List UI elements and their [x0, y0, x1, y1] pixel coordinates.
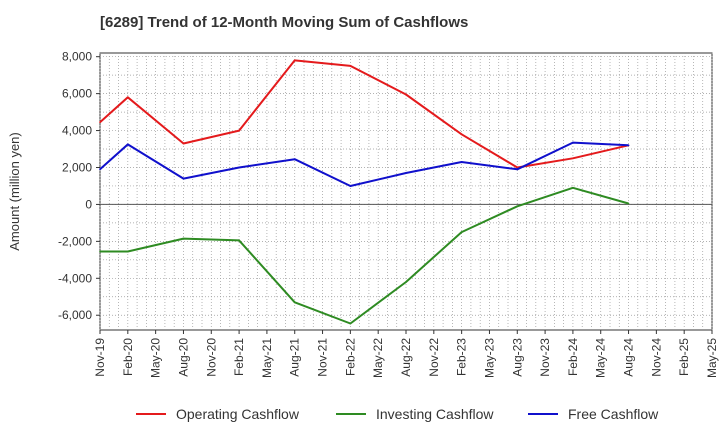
y-tick-label: -4,000 — [58, 271, 92, 285]
legend-label-free-cashflow: Free Cashflow — [568, 406, 659, 422]
data-point-investing-cashflow — [349, 322, 352, 325]
data-point-operating-cashflow — [572, 157, 574, 160]
x-tick-label: Nov-23 — [538, 338, 552, 377]
data-point-free-cashflow — [293, 158, 296, 160]
chart-title: [6289] Trend of 12-Month Moving Sum of C… — [100, 14, 469, 31]
x-tick-label: Feb-23 — [455, 338, 469, 376]
x-tick-label: Feb-20 — [121, 338, 135, 376]
y-tick-label: 4,000 — [62, 124, 92, 138]
x-tick-label: Aug-20 — [176, 338, 190, 377]
data-point-free-cashflow — [572, 141, 574, 144]
data-point-operating-cashflow — [349, 65, 352, 67]
legend: Operating Cashflow Investing Cashflow Free… — [136, 406, 659, 422]
data-point-investing-cashflow — [238, 239, 240, 242]
data-point-investing-cashflow — [182, 237, 185, 240]
data-point-operating-cashflow — [238, 129, 240, 132]
y-axis-label: Amount (million yen) — [7, 132, 22, 251]
x-tick-label: May-25 — [705, 338, 719, 378]
data-point-operating-cashflow — [293, 59, 296, 62]
data-point-free-cashflow — [127, 143, 129, 146]
y-tick-label: 6,000 — [62, 87, 92, 101]
y-tick-label: 8,000 — [62, 50, 92, 64]
data-point-free-cashflow — [405, 172, 407, 174]
x-tick-label: May-21 — [260, 338, 274, 378]
legend-label-investing-cashflow: Investing Cashflow — [376, 406, 494, 422]
data-point-operating-cashflow — [127, 96, 129, 99]
data-point-investing-cashflow — [460, 231, 463, 233]
data-point-free-cashflow — [182, 177, 185, 180]
data-point-operating-cashflow — [516, 166, 519, 169]
data-point-investing-cashflow — [572, 187, 574, 189]
x-tick-label: Feb-22 — [343, 338, 357, 376]
x-tick-label: Nov-19 — [93, 338, 107, 377]
legend-label-operating-cashflow: Operating Cashflow — [176, 406, 300, 422]
data-point-free-cashflow — [99, 168, 101, 171]
data-point-free-cashflow — [627, 144, 630, 147]
data-point-investing-cashflow — [627, 202, 630, 205]
x-tick-label: Aug-24 — [622, 338, 636, 377]
x-tick-label: Feb-24 — [566, 338, 580, 376]
y-axis-ticks: 8,000 6,000 4,000 2,000 0 -2,000 -4,000 -6,000 — [58, 50, 100, 322]
x-tick-label: Nov-20 — [204, 338, 218, 377]
series-lines — [99, 59, 630, 325]
data-point-investing-cashflow — [516, 205, 519, 208]
x-tick-label: Feb-21 — [232, 338, 246, 376]
x-tick-label: Aug-22 — [399, 338, 413, 377]
x-tick-label: Nov-22 — [427, 338, 441, 377]
y-tick-label: -6,000 — [58, 308, 92, 322]
x-tick-label: Feb-25 — [677, 338, 691, 376]
data-point-free-cashflow — [460, 161, 463, 163]
x-tick-label: May-23 — [482, 338, 496, 378]
x-tick-label: May-24 — [594, 338, 608, 378]
data-point-investing-cashflow — [293, 301, 296, 304]
x-tick-label: Nov-21 — [316, 338, 330, 377]
data-point-operating-cashflow — [460, 133, 463, 136]
data-point-investing-cashflow — [405, 281, 407, 283]
data-point-operating-cashflow — [182, 142, 185, 145]
data-point-investing-cashflow — [99, 250, 101, 253]
data-point-operating-cashflow — [405, 93, 407, 96]
x-axis-ticks: Nov-19 Feb-20 May-20 Aug-20 Nov-20 Feb-21 May-… — [93, 330, 719, 378]
data-point-investing-cashflow — [127, 250, 129, 253]
data-point-free-cashflow — [238, 166, 240, 169]
data-point-operating-cashflow — [99, 121, 101, 124]
x-tick-label: Nov-24 — [649, 338, 663, 377]
y-tick-label: 2,000 — [62, 160, 92, 174]
data-point-free-cashflow — [516, 168, 519, 171]
x-tick-label: May-22 — [371, 338, 385, 378]
data-point-free-cashflow — [349, 185, 352, 187]
x-tick-label: Aug-21 — [288, 338, 302, 377]
y-tick-label: -2,000 — [58, 234, 92, 248]
x-tick-label: Aug-23 — [510, 338, 524, 377]
y-tick-label: 0 — [85, 197, 92, 211]
x-tick-label: May-20 — [149, 338, 163, 378]
